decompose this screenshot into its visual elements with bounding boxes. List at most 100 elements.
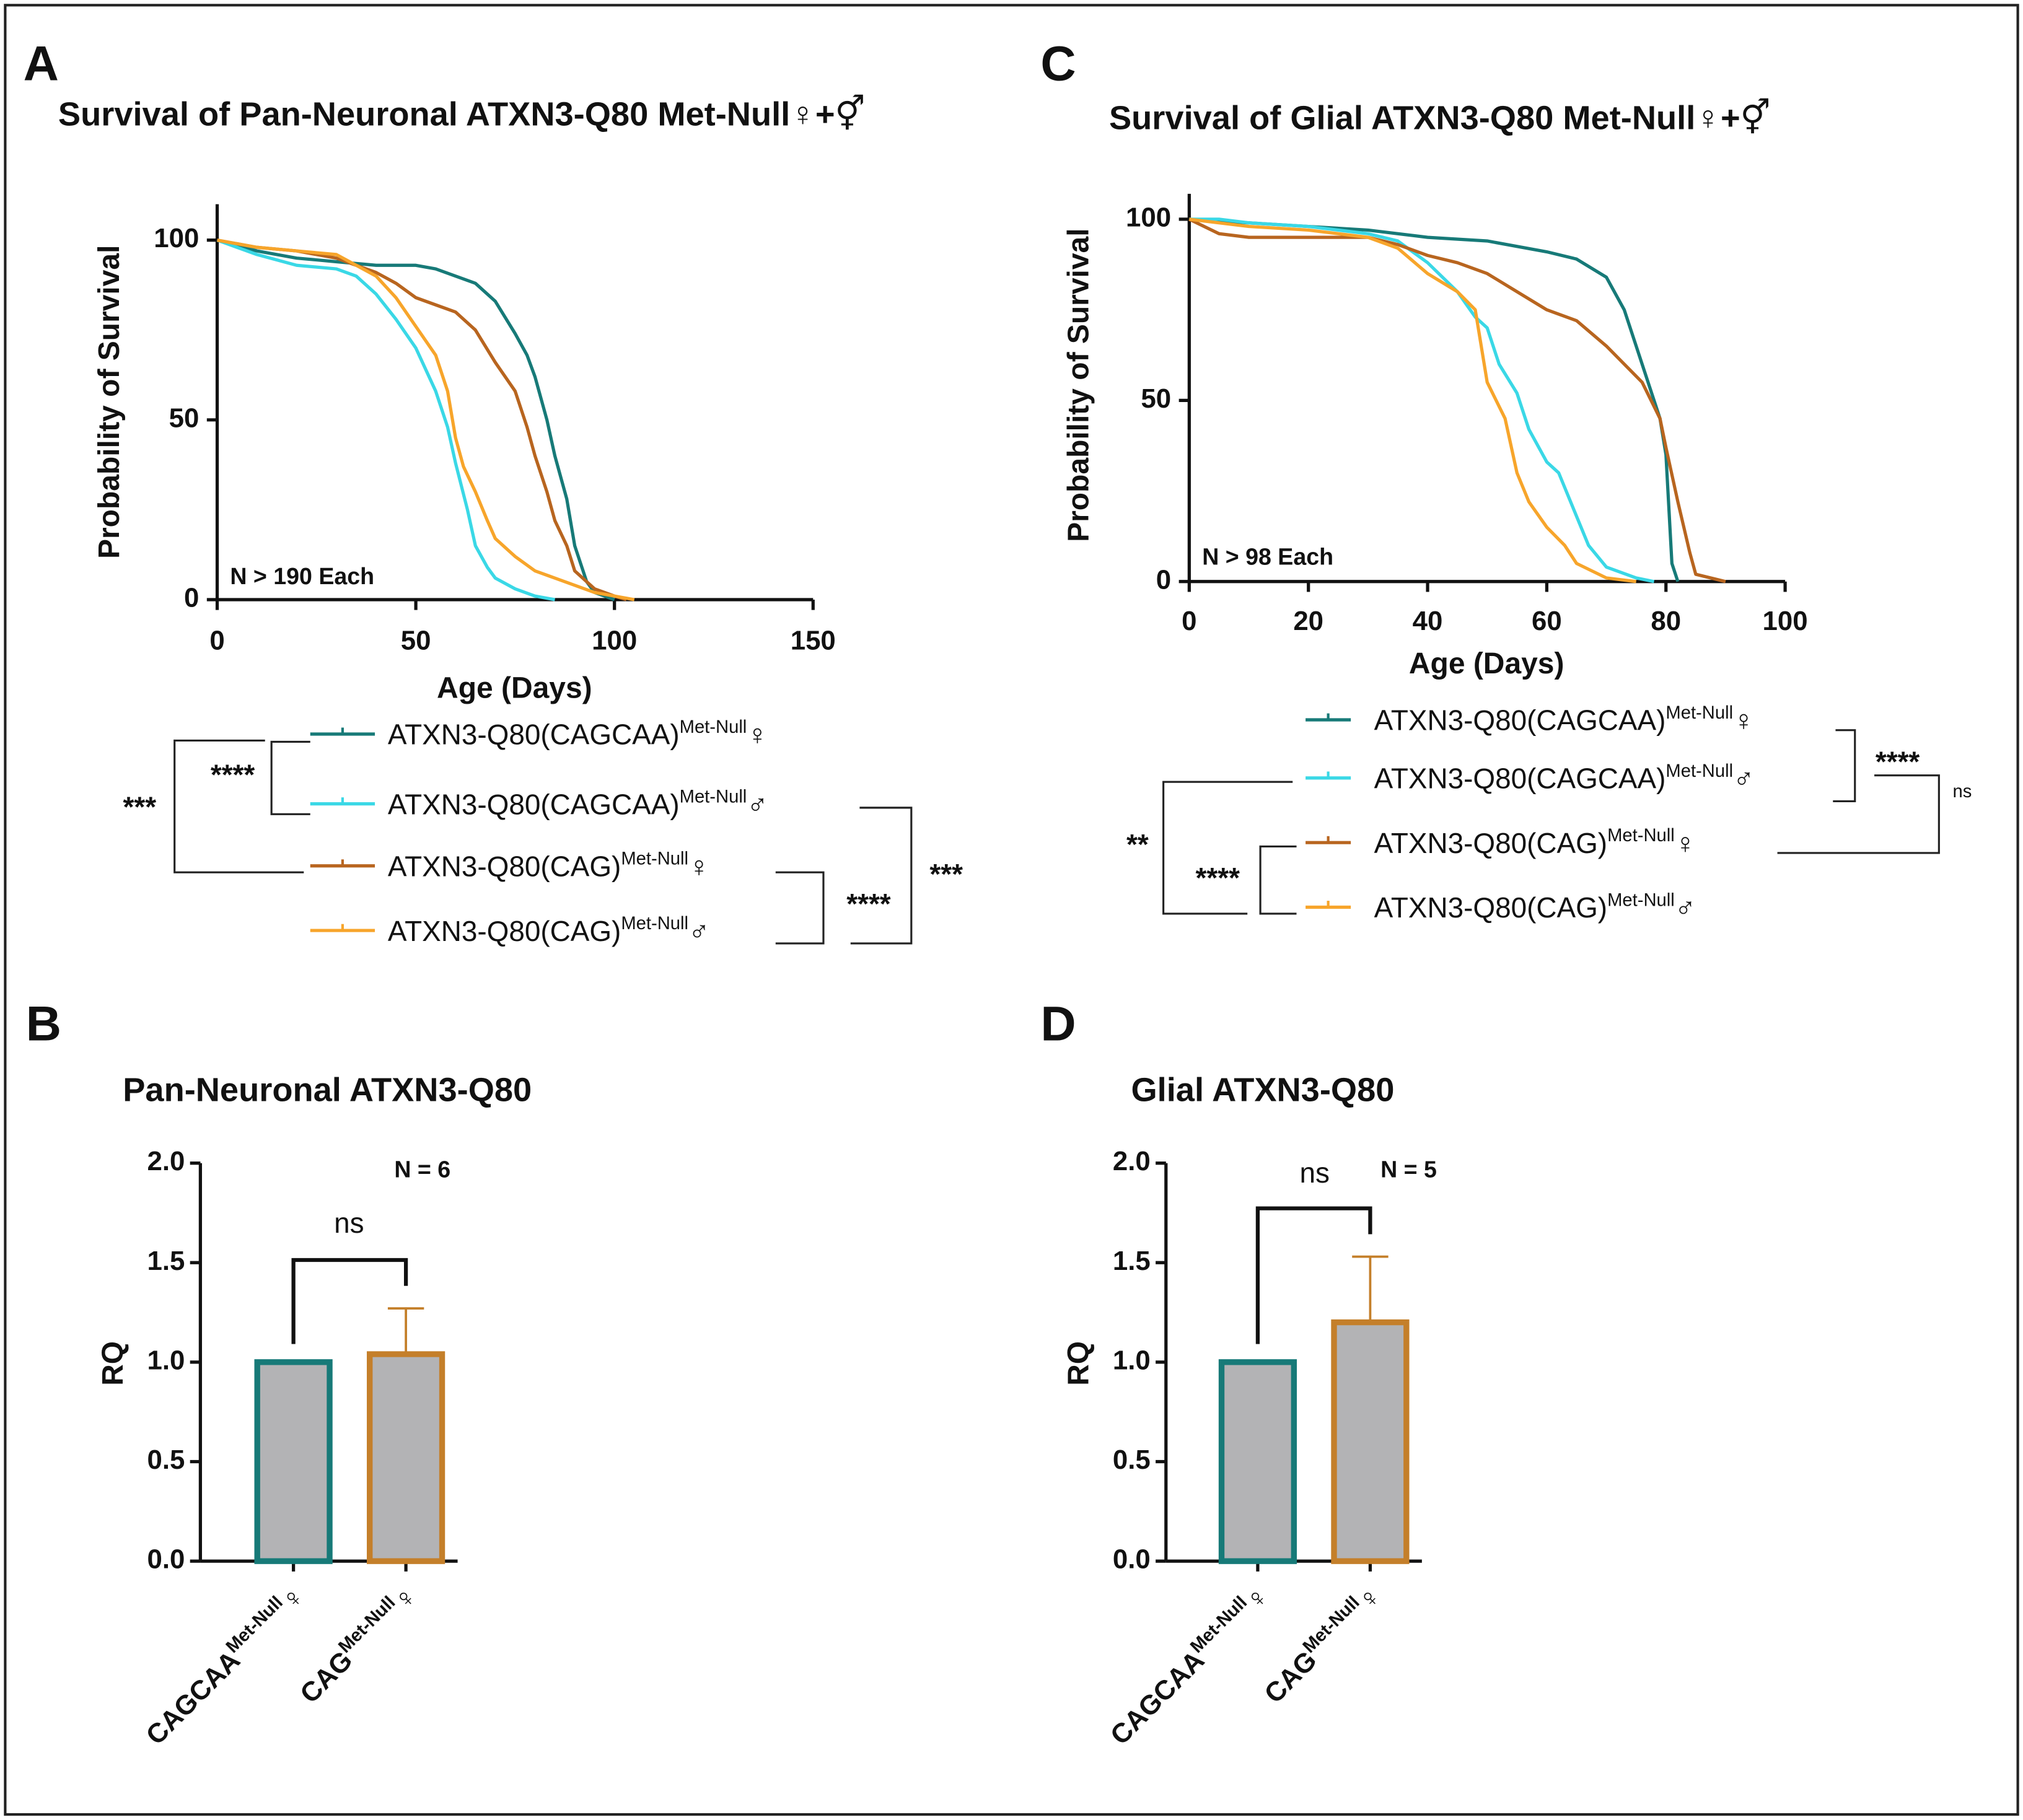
y-tick-label: 1.5: [1113, 1246, 1151, 1276]
x-tick-label: CAGCAAMet-Null♀: [138, 1578, 311, 1751]
significance-bracket: [1255, 1206, 1372, 1344]
significance-bracket: [1162, 781, 1293, 915]
chart-title: Pan-Neuronal ATXN3-Q80: [123, 1071, 532, 1108]
legend-superscript: Met-Null: [621, 849, 688, 869]
category-superscript: Met-Null: [335, 1593, 399, 1657]
x-tick-label: 100: [592, 625, 637, 655]
legend-name: ATXN3-Q80(CAG): [1374, 827, 1607, 859]
bar: [1218, 1359, 1297, 1564]
x-tick-label: 60: [1532, 606, 1562, 636]
survival-curve: [1189, 217, 1636, 584]
panel-letter: B: [26, 995, 61, 1051]
x-tick-label: 40: [1413, 606, 1443, 636]
y-tick-label: 0: [1156, 564, 1171, 595]
category-superscript: Met-Null: [1187, 1593, 1251, 1657]
y-tick-label: 0: [184, 583, 199, 613]
y-tick-label: 1.0: [1113, 1345, 1151, 1375]
legend-name: ATXN3-Q80(CAGCAA): [388, 788, 680, 820]
significance-bracket: [291, 1258, 408, 1344]
significance-bracket: [850, 807, 913, 945]
y-tick-label: 1.5: [147, 1246, 185, 1276]
y-axis-label: RQ: [1063, 1341, 1095, 1386]
legend-entry: ATXN3-Q80(CAG)Met-Null♀: [1374, 826, 1696, 859]
significance-bracket: [173, 739, 304, 873]
x-tick-label: 20: [1293, 606, 1323, 636]
legend-symbol: ♂: [1675, 891, 1696, 924]
legend-name: ATXN3-Q80(CAGCAA): [388, 719, 680, 751]
figure-border: [4, 4, 2019, 1816]
y-tick-label: 1.0: [147, 1345, 185, 1375]
x-tick-label: 50: [401, 625, 431, 655]
y-tick-label: 50: [169, 403, 200, 433]
legend-symbol: ♂: [1733, 763, 1754, 795]
legend-name: ATXN3-Q80(CAGCAA): [1374, 763, 1666, 795]
panel-letter: A: [24, 35, 59, 90]
legend-symbol: ♀: [1733, 704, 1754, 737]
survival-curve: [217, 238, 627, 602]
legend-entry: ATXN3-Q80(CAGCAA)Met-Null♀: [388, 717, 768, 751]
y-tick-label: 100: [154, 223, 199, 253]
category-name: CAGCAA: [140, 1645, 246, 1751]
y-tick-label: 2.0: [147, 1146, 185, 1176]
legend-entry: ATXN3-Q80(CAGCAA)Met-Null♀: [1374, 703, 1755, 737]
category-superscript: Met-Null: [1299, 1593, 1364, 1657]
significance-label: ns: [334, 1207, 364, 1239]
x-tick-label: 0: [209, 625, 224, 655]
legend-symbol: ♂: [747, 788, 768, 820]
y-axis-label: Probability of Survival: [1063, 228, 1095, 541]
bar: [254, 1359, 333, 1564]
legend-superscript: Met-Null: [1665, 703, 1733, 723]
y-tick-label: 100: [1126, 202, 1171, 232]
significance-bracket: [1259, 845, 1297, 915]
significance-bracket: [1777, 774, 1940, 854]
significance-label: ***: [929, 858, 963, 890]
significance-label: ****: [1876, 745, 1920, 777]
legend-entry: ATXN3-Q80(CAGCAA)Met-Null♂: [1374, 761, 1755, 795]
significance-label: ****: [846, 888, 891, 920]
legend-name: ATXN3-Q80(CAG): [1374, 891, 1607, 924]
sample-size-note: N = 5: [1380, 1157, 1437, 1183]
y-tick-label: 0.0: [1113, 1544, 1151, 1575]
legend-symbol: ♀: [1675, 827, 1696, 859]
y-axis-label: RQ: [97, 1341, 129, 1386]
legend-entry: ATXN3-Q80(CAG)Met-Null♂: [388, 914, 709, 947]
survival-curve: [1188, 217, 1726, 584]
bar: [1331, 1319, 1410, 1564]
legend-name: ATXN3-Q80(CAG): [388, 915, 621, 947]
legend-superscript: Met-Null: [621, 914, 688, 934]
legend-entry: ATXN3-Q80(CAG)Met-Null♀: [388, 849, 709, 883]
significance-label: ****: [1196, 862, 1240, 894]
legend-name: ATXN3-Q80(CAGCAA): [1374, 704, 1666, 737]
x-tick-label: 80: [1651, 606, 1681, 636]
survival-curve: [216, 238, 615, 602]
legend-symbol: ♀: [688, 850, 709, 882]
category-superscript: Met-Null: [222, 1593, 287, 1657]
legend-name: ATXN3-Q80(CAG): [388, 850, 621, 882]
legend-superscript: Met-Null: [680, 717, 747, 737]
legend-symbol: ♀: [747, 719, 768, 751]
significance-label: **: [1126, 828, 1149, 860]
x-tick-label: 150: [791, 625, 836, 655]
chart-title: Survival of Glial ATXN3-Q80 Met-Null♀+⚥: [1109, 98, 1771, 137]
x-tick-label: 100: [1763, 606, 1808, 636]
significance-label: ****: [211, 758, 255, 790]
x-tick-label: CAGMet-Null♀: [1257, 1578, 1387, 1709]
panel-letter: C: [1040, 35, 1076, 90]
panel-letter: D: [1040, 995, 1076, 1051]
significance-label: ns: [1299, 1157, 1329, 1189]
legend-entry: ATXN3-Q80(CAG)Met-Null♂: [1374, 890, 1696, 924]
x-axis-label: Age (Days): [437, 672, 592, 705]
sample-size-note: N > 190 Each: [230, 563, 374, 589]
x-tick-label: CAGMet-Null♀: [292, 1578, 423, 1709]
survival-curve: [217, 238, 635, 602]
significance-label: ***: [123, 790, 157, 823]
x-tick-label: 0: [1182, 606, 1196, 636]
y-tick-label: 2.0: [1113, 1146, 1151, 1176]
x-tick-label: CAGCAAMet-Null♀: [1102, 1578, 1275, 1751]
legend-superscript: Met-Null: [1607, 890, 1675, 910]
sample-size-note: N > 98 Each: [1202, 544, 1333, 570]
survival-curve: [1189, 217, 1680, 582]
y-tick-label: 0.5: [147, 1445, 185, 1475]
chart-title: Glial ATXN3-Q80: [1131, 1071, 1394, 1108]
